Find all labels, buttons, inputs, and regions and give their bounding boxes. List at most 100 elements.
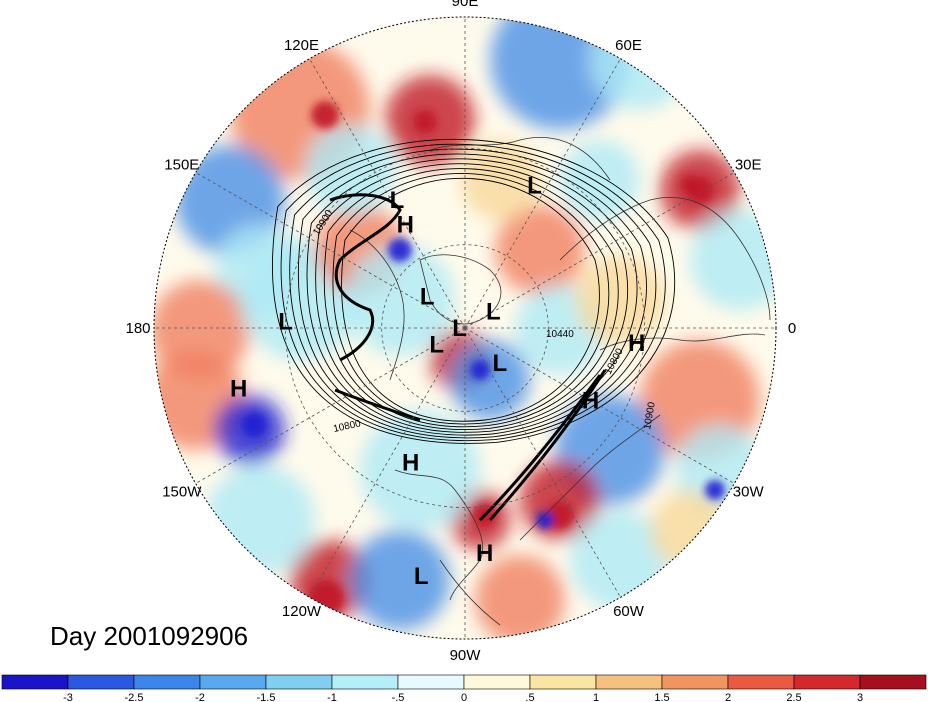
colorbar-swatch [727, 674, 795, 690]
height-contour [306, 158, 638, 433]
anomaly-blob [495, 205, 585, 295]
low-pressure-marker: L [486, 299, 501, 326]
longitude-label: 60W [613, 603, 645, 620]
anomaly-blob [590, 17, 690, 110]
colorbar-tick-label: -1 [327, 692, 337, 702]
meridian-line [309, 327, 466, 598]
colorbar-swatch [265, 674, 333, 690]
low-pressure-marker: L [420, 283, 435, 310]
colorbar-swatch [859, 674, 927, 690]
colorbar-swatch [397, 674, 465, 690]
anomaly-blob [560, 140, 640, 220]
longitude-labels: 90E 60E 120E 30E 150E 180 0 150W 30W 120W 60W 90W [125, 0, 796, 664]
longitude-label: 120E [284, 37, 319, 54]
colorbar-tick-label: -2.5 [125, 692, 144, 702]
colorbar-swatch [793, 674, 861, 690]
parallel-circle [285, 148, 645, 508]
low-pressure-marker: L [278, 309, 293, 336]
colorbar-tick-label: 0 [461, 692, 467, 702]
colorbar-swatch [1, 674, 69, 690]
coastlines [349, 137, 771, 626]
height-contour [332, 173, 610, 425]
longitude-label: 90E [452, 0, 479, 10]
colorbar-swatch [331, 674, 399, 690]
coastline [599, 333, 766, 351]
anomaly-spot [241, 412, 267, 438]
anomaly-spot [388, 238, 412, 262]
contour-label: 10900 [642, 401, 658, 431]
anomaly-spot [705, 480, 725, 500]
anomaly-spot [536, 511, 554, 529]
low-pressure-marker: L [492, 350, 507, 377]
high-pressure-marker: H [397, 212, 414, 239]
low-pressure-marker: L [429, 331, 444, 358]
anomaly-blob [475, 555, 565, 639]
longitude-label: 120W [282, 603, 322, 620]
colorbar-tick-label: -2 [195, 692, 205, 702]
anomaly-blob [305, 125, 395, 215]
anomaly-blob [575, 255, 665, 345]
colorbar-tick-label: .5 [525, 692, 534, 702]
meridian-line [464, 172, 735, 329]
longitude-label: 150W [162, 484, 202, 501]
coastline [419, 254, 502, 325]
anomaly-blob [650, 490, 730, 570]
colorbar-tick-label: 1.5 [654, 692, 669, 702]
high-pressure-marker: H [230, 376, 247, 403]
anomaly-spot [311, 101, 339, 129]
height-contour [280, 143, 666, 441]
low-pressure-marker: L [390, 187, 405, 214]
anomaly-blob [690, 210, 776, 310]
colorbar-swatch [199, 674, 267, 690]
colorbar-tick-label: 3 [857, 692, 863, 702]
colorbar: -3 -2.5 -2 -1.5 -1 -.5 0 .5 1 1.5 2 2.5 3 [1, 674, 927, 702]
high-pressure-marker: H [628, 330, 645, 357]
coastline [349, 229, 405, 381]
anomaly-spot [680, 175, 700, 195]
high-pressure-marker: H [402, 449, 419, 476]
height-contour [323, 168, 619, 428]
height-contour-strong [334, 388, 421, 422]
day-timestamp-label: Day 2001092906 [50, 621, 248, 651]
height-contour [341, 177, 600, 422]
colorbar-swatch [67, 674, 135, 690]
coastline [439, 559, 501, 626]
latlon-grid [154, 17, 776, 639]
longitude-label: 180 [125, 320, 150, 337]
low-pressure-marker: L [527, 173, 542, 200]
colorbar-tick-label: -1.5 [257, 692, 276, 702]
map-boundary [153, 16, 777, 640]
anomaly-spot [470, 360, 490, 380]
low-pressure-marker: L [414, 563, 429, 590]
longitude-label: 0 [788, 320, 796, 337]
colorbar-tick-label: 2 [725, 692, 731, 702]
anomaly-spot [413, 110, 437, 134]
meridian-line [195, 172, 466, 329]
coastline [519, 414, 661, 541]
height-contour [272, 138, 676, 444]
coastline [429, 137, 611, 181]
colorbar-swatch [529, 674, 597, 690]
coastline [559, 197, 771, 321]
anomaly-blob [350, 530, 450, 630]
longitude-label: 60E [615, 37, 642, 54]
parallel-circle [381, 244, 549, 412]
colorbar-swatch [463, 674, 531, 690]
coastline [394, 469, 484, 601]
colorbar-swatch [595, 674, 663, 690]
anomaly-blob [450, 340, 530, 420]
height-contour [315, 163, 628, 430]
high-pressure-marker: H [476, 540, 493, 567]
height-contour [289, 148, 657, 439]
colorbar-swatch [133, 674, 201, 690]
longitude-label: 30W [733, 484, 765, 501]
meridian-line [464, 58, 621, 329]
low-pressure-marker: L [452, 315, 467, 342]
colorbar-swatch [661, 674, 729, 690]
colorbar-tick-label: -3 [63, 692, 73, 702]
colorbar-tick-label: 2.5 [786, 692, 801, 702]
longitude-label: 30E [735, 157, 762, 174]
longitude-label: 90W [450, 647, 482, 664]
